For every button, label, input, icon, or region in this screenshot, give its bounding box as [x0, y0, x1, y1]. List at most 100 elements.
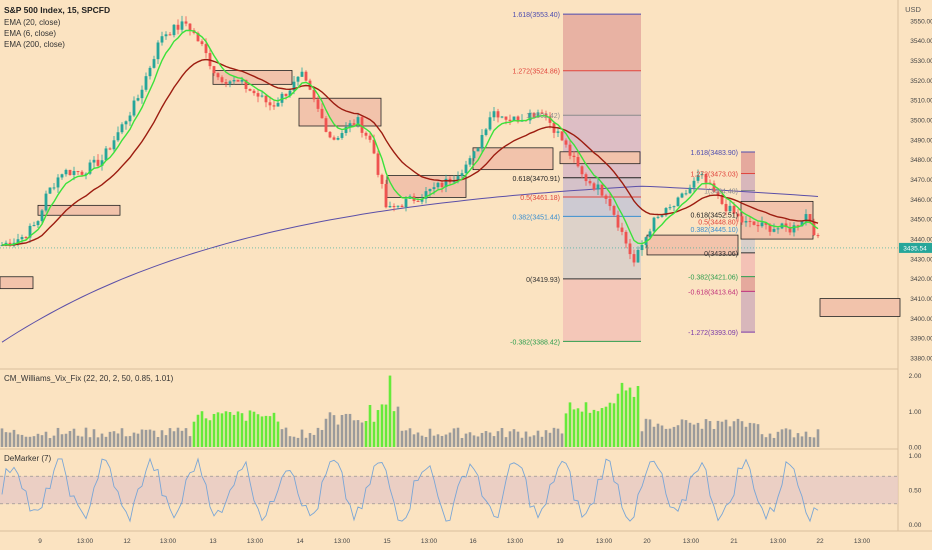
price-tick-label: 3540.00 [910, 38, 932, 45]
vix-bar [480, 432, 484, 447]
vix-bar [8, 432, 12, 447]
vix-bar [808, 436, 812, 447]
candle-body [196, 32, 200, 42]
vix-bar [240, 413, 244, 447]
indicator-label-ema200[interactable]: EMA (200, close) [4, 40, 65, 49]
candle-body [296, 76, 300, 82]
price-tick-label: 3470.00 [910, 177, 932, 184]
vix-bar [708, 421, 712, 447]
candle-body [752, 221, 756, 225]
vix-bar [452, 428, 456, 447]
vix-bar [720, 421, 724, 447]
candle-body [436, 182, 440, 188]
vix-bar [648, 419, 652, 447]
vix-bar [600, 408, 604, 447]
vix-bar [568, 402, 572, 447]
vix-bar [80, 436, 84, 447]
candle-body [152, 59, 156, 68]
vix-bar [792, 437, 796, 447]
vix-bar [260, 416, 264, 447]
demarker-panel-title[interactable]: DeMarker (7) [4, 454, 51, 463]
candle-body [400, 205, 404, 208]
vix-bar [108, 431, 112, 447]
candle-body [432, 187, 436, 190]
price-tick-label: 3510.00 [910, 98, 932, 105]
vix-bar [664, 428, 668, 447]
candle-body [472, 151, 476, 159]
currency-label: USD [905, 5, 921, 14]
vix-bar [192, 421, 196, 447]
vix-bar [248, 410, 252, 447]
vix-bar [484, 431, 488, 447]
vix-bar [788, 429, 792, 447]
vix-bar [696, 422, 700, 447]
vix-bar [440, 435, 444, 447]
candle-body [764, 222, 768, 225]
vix-bar [212, 413, 216, 447]
price-tick-label: 3460.00 [910, 197, 932, 204]
candle-body [140, 89, 144, 99]
indicator-label-ema6[interactable]: EMA (6, close) [4, 29, 56, 38]
vix-bar [176, 427, 180, 447]
candle-body [336, 137, 340, 140]
candle-body [576, 157, 580, 167]
vix-bar [544, 430, 548, 447]
vix-bar [604, 406, 608, 447]
price-tick-label: 3430.00 [910, 256, 932, 263]
candle-body [612, 206, 616, 215]
candle-body [404, 198, 408, 208]
fib-right-label: -0.618(3413.64) [688, 289, 738, 296]
fib-right-label: 0.5(3448.80) [698, 220, 738, 227]
vix-bar [748, 422, 752, 447]
vix-bar [512, 429, 516, 447]
candle-body [504, 116, 508, 120]
candle-body [172, 24, 176, 36]
vix-bar [156, 437, 160, 447]
vix-bar [692, 424, 696, 447]
time-tick-label: 13:00 [507, 538, 524, 545]
vix-bar [444, 434, 448, 447]
candle-body [528, 112, 532, 121]
vix-bar [760, 434, 764, 447]
vix-bar [620, 382, 624, 447]
candle-body [40, 210, 44, 222]
price-tick-label: 3490.00 [910, 137, 932, 144]
vix-bar [140, 429, 144, 447]
candle-body [440, 182, 444, 187]
indicator-label-ema20[interactable]: EMA (20, close) [4, 18, 61, 27]
fib-left-label: 0.618(3470.91) [513, 176, 560, 183]
candle-body [332, 137, 336, 140]
candle-body [56, 177, 60, 188]
candle-body [380, 174, 384, 184]
candle-body [556, 131, 560, 133]
vix-tick-label: 2.00 [909, 373, 922, 380]
vix-bar [640, 431, 644, 447]
vix-bar [500, 428, 504, 447]
vix-bar [800, 436, 804, 447]
vix-bar [400, 430, 404, 447]
vix-bar [540, 436, 544, 447]
price-tick-label: 3500.00 [910, 118, 932, 125]
candle-body [492, 111, 496, 118]
vix-bar [780, 429, 784, 447]
vix-bar [420, 435, 424, 447]
vix-bar [28, 436, 32, 447]
vix-bar [752, 423, 756, 447]
candle-body [276, 102, 280, 107]
candle-body [816, 235, 820, 237]
candle-body [244, 79, 248, 89]
vix-bar [60, 434, 64, 447]
vix-bar [676, 425, 680, 447]
ema20-path [1, 58, 819, 246]
candle-body [428, 189, 432, 192]
candle-body [364, 132, 368, 136]
fib-right-label: 0.618(3452.51) [691, 212, 738, 219]
candle-body [160, 36, 164, 43]
vix-bar [712, 428, 716, 447]
vix-bar [372, 421, 376, 447]
vix-bar [232, 414, 236, 447]
vix-bar [528, 436, 532, 447]
vix-bar [48, 438, 52, 447]
vix-panel-title[interactable]: CM_Williams_Vix_Fix (22, 20, 2, 50, 0.85… [4, 374, 174, 383]
